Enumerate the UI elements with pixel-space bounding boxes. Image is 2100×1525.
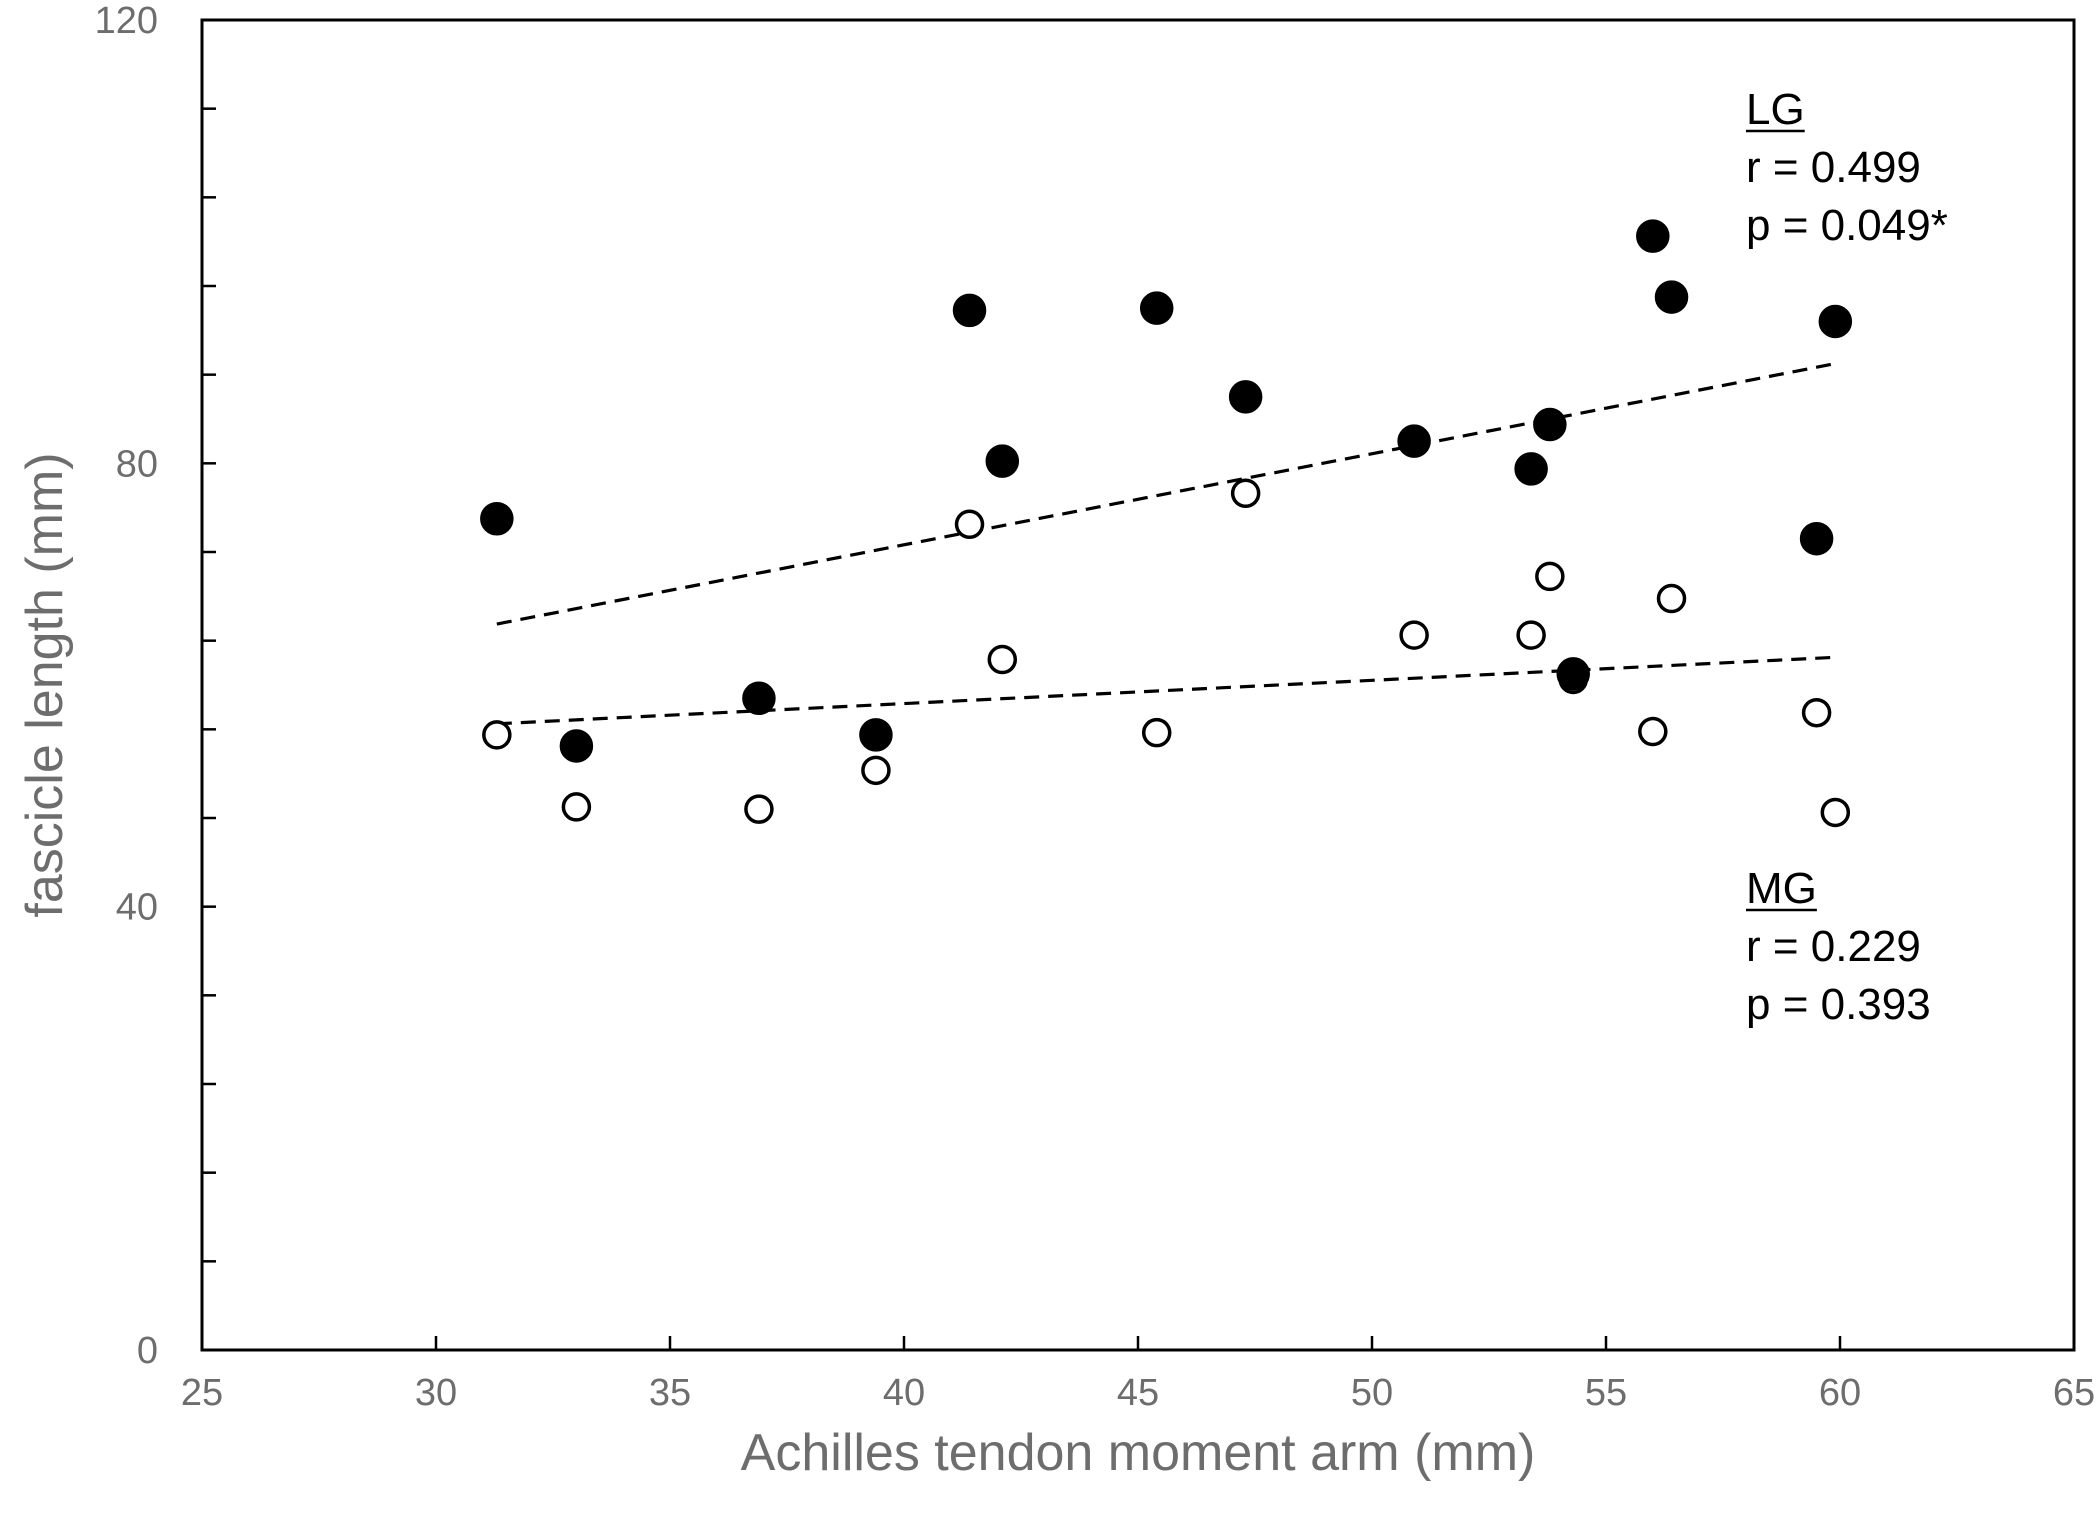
x-tick-label: 40 [883, 1372, 925, 1414]
y-tick-label: 80 [116, 443, 158, 485]
annotation-mg-title: MG [1746, 864, 1817, 913]
point-lg [859, 718, 893, 752]
y-tick-label: 40 [116, 887, 158, 929]
point-lg [480, 502, 514, 536]
point-lg [1799, 521, 1834, 556]
x-tick-label: 35 [649, 1372, 691, 1414]
point-lg [952, 293, 987, 328]
point-lg [1514, 452, 1548, 486]
x-axis-title: Achilles tendon moment arm (mm) [741, 1424, 1536, 1482]
x-tick-label: 45 [1117, 1372, 1159, 1414]
y-tick-label: 120 [95, 0, 158, 42]
annotation-lg: LG r = 0.499 p = 0.049* [1746, 85, 1948, 250]
x-tick-label: 60 [1819, 1372, 1861, 1414]
point-mg [1801, 697, 1832, 728]
point-mg [861, 755, 891, 786]
point-mg [482, 720, 512, 750]
point-lg [1556, 657, 1590, 691]
x-tick-label: 30 [415, 1372, 457, 1414]
tick-labels: 25 30 35 40 45 50 55 60 65 0 40 80 120 [95, 0, 2096, 1414]
point-lg [985, 444, 1020, 478]
trendlines [496, 362, 1836, 726]
point-lg [1533, 407, 1567, 442]
point-mg [954, 509, 985, 540]
point-mg [1230, 478, 1261, 509]
x-tick-label: 55 [1585, 1372, 1627, 1414]
point-mg [1399, 620, 1429, 650]
point-mg [561, 792, 592, 822]
point-mg [1535, 561, 1565, 592]
x-tick-label: 50 [1351, 1372, 1393, 1414]
point-lg [559, 729, 594, 763]
trendline-lg [496, 362, 1836, 626]
annotation-mg-p: p = 0.393 [1746, 980, 1931, 1029]
point-mg [1516, 620, 1546, 650]
point-mg [987, 644, 1018, 675]
y-tick-label: 0 [137, 1330, 158, 1372]
point-lg [1636, 219, 1670, 253]
point-mg [1141, 717, 1172, 748]
point-mg [744, 794, 774, 824]
point-mg [1656, 583, 1687, 614]
point-lg [742, 681, 776, 716]
data-points [480, 219, 1853, 828]
x-tick-label: 25 [181, 1372, 223, 1414]
point-lg [1228, 380, 1263, 414]
point-lg [1139, 291, 1174, 325]
axis-ticks [200, 18, 2076, 1352]
x-tick-label: 65 [2053, 1372, 2095, 1414]
annotation-mg: MG r = 0.229 p = 0.393 [1746, 864, 1931, 1029]
point-mg [1820, 797, 1851, 828]
annotation-mg-r: r = 0.229 [1746, 922, 1921, 971]
trendline-mg [496, 655, 1836, 726]
y-axis-title: fascicle length (mm) [16, 452, 74, 917]
point-mg [1638, 716, 1668, 747]
annotation-lg-p: p = 0.049* [1746, 201, 1948, 250]
point-lg [1397, 424, 1431, 458]
point-lg [1818, 304, 1853, 339]
point-lg [1654, 280, 1689, 314]
annotation-lg-r: r = 0.499 [1746, 143, 1921, 192]
annotation-lg-title: LG [1746, 85, 1805, 134]
